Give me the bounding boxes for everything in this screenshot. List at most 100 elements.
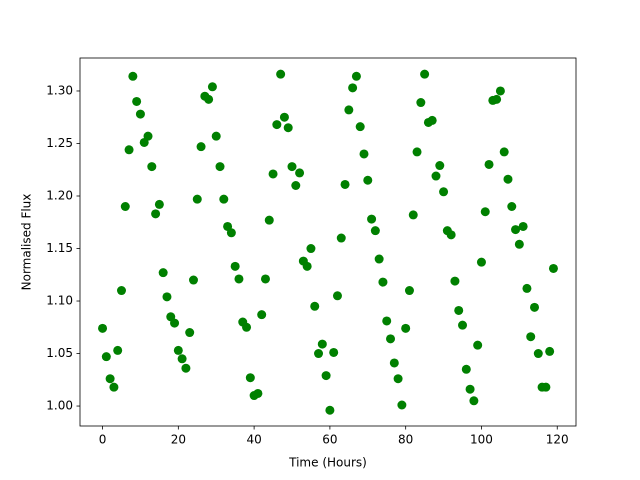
point [306, 244, 316, 254]
point [196, 142, 206, 152]
x-tick-label: 100 [470, 433, 493, 447]
point [367, 214, 377, 224]
point [128, 71, 138, 81]
point [484, 159, 494, 169]
y-tick-label: 1.20 [46, 189, 73, 203]
point [272, 120, 282, 130]
point [302, 261, 312, 271]
point [386, 334, 396, 344]
point [264, 215, 274, 225]
point [211, 131, 221, 141]
point [351, 71, 361, 81]
point [253, 388, 263, 398]
point [185, 328, 195, 338]
x-tick-label: 120 [546, 433, 569, 447]
point [325, 405, 335, 415]
y-tick-label: 1.05 [46, 346, 73, 360]
point [154, 199, 164, 209]
point [348, 83, 358, 93]
x-tick-label: 60 [322, 433, 337, 447]
point [151, 209, 161, 219]
point [132, 96, 142, 106]
point [230, 261, 240, 271]
point [245, 373, 255, 383]
point [295, 168, 305, 178]
point [431, 171, 441, 181]
point [257, 310, 267, 320]
point [340, 179, 350, 189]
y-axis-label: Normalised Flux [20, 194, 34, 291]
point [458, 320, 468, 330]
x-tick-label: 0 [99, 433, 107, 447]
point [518, 221, 528, 231]
point [170, 318, 180, 328]
point [530, 302, 540, 312]
point [507, 202, 517, 212]
point [143, 131, 153, 141]
point [548, 263, 558, 273]
point [389, 358, 399, 368]
point [370, 226, 380, 236]
point [329, 347, 339, 357]
point [545, 346, 555, 356]
point [476, 257, 486, 267]
point [105, 374, 115, 384]
point [162, 292, 172, 302]
x-tick-label: 40 [246, 433, 261, 447]
plot-frame [79, 57, 577, 427]
point [287, 162, 297, 172]
point [461, 364, 471, 374]
point [120, 202, 130, 212]
point [344, 105, 354, 115]
point [526, 332, 536, 342]
point [522, 283, 532, 293]
point [242, 322, 252, 332]
point [181, 363, 191, 373]
y-tick-label: 1.25 [46, 136, 73, 150]
point [268, 169, 278, 179]
point [135, 109, 145, 119]
point [215, 162, 225, 172]
point [495, 86, 505, 96]
point [219, 194, 229, 204]
point [98, 323, 108, 333]
point [332, 291, 342, 301]
point [412, 147, 422, 157]
point [408, 210, 418, 220]
point [317, 339, 327, 349]
point [310, 301, 320, 311]
point [283, 123, 293, 133]
point [188, 275, 198, 285]
point [207, 82, 217, 92]
point [321, 371, 331, 381]
point [514, 239, 524, 249]
point [113, 345, 123, 355]
point [473, 340, 483, 350]
point [173, 345, 183, 355]
point [397, 400, 407, 410]
x-tick-label: 20 [171, 433, 186, 447]
point [101, 352, 111, 362]
point [450, 276, 460, 286]
point [435, 161, 445, 171]
point [158, 268, 168, 278]
point [279, 112, 289, 122]
point [314, 349, 324, 359]
point [533, 349, 543, 359]
point [355, 122, 365, 132]
point [177, 354, 187, 364]
point [204, 94, 214, 104]
point [291, 180, 301, 190]
y-tick-label: 1.00 [46, 399, 73, 413]
point [234, 274, 244, 284]
point [511, 225, 521, 235]
point [404, 286, 414, 296]
point [446, 230, 456, 240]
point [503, 174, 513, 184]
point [499, 147, 509, 157]
point [480, 207, 490, 217]
point [454, 305, 464, 315]
point [192, 194, 202, 204]
point [363, 175, 373, 185]
